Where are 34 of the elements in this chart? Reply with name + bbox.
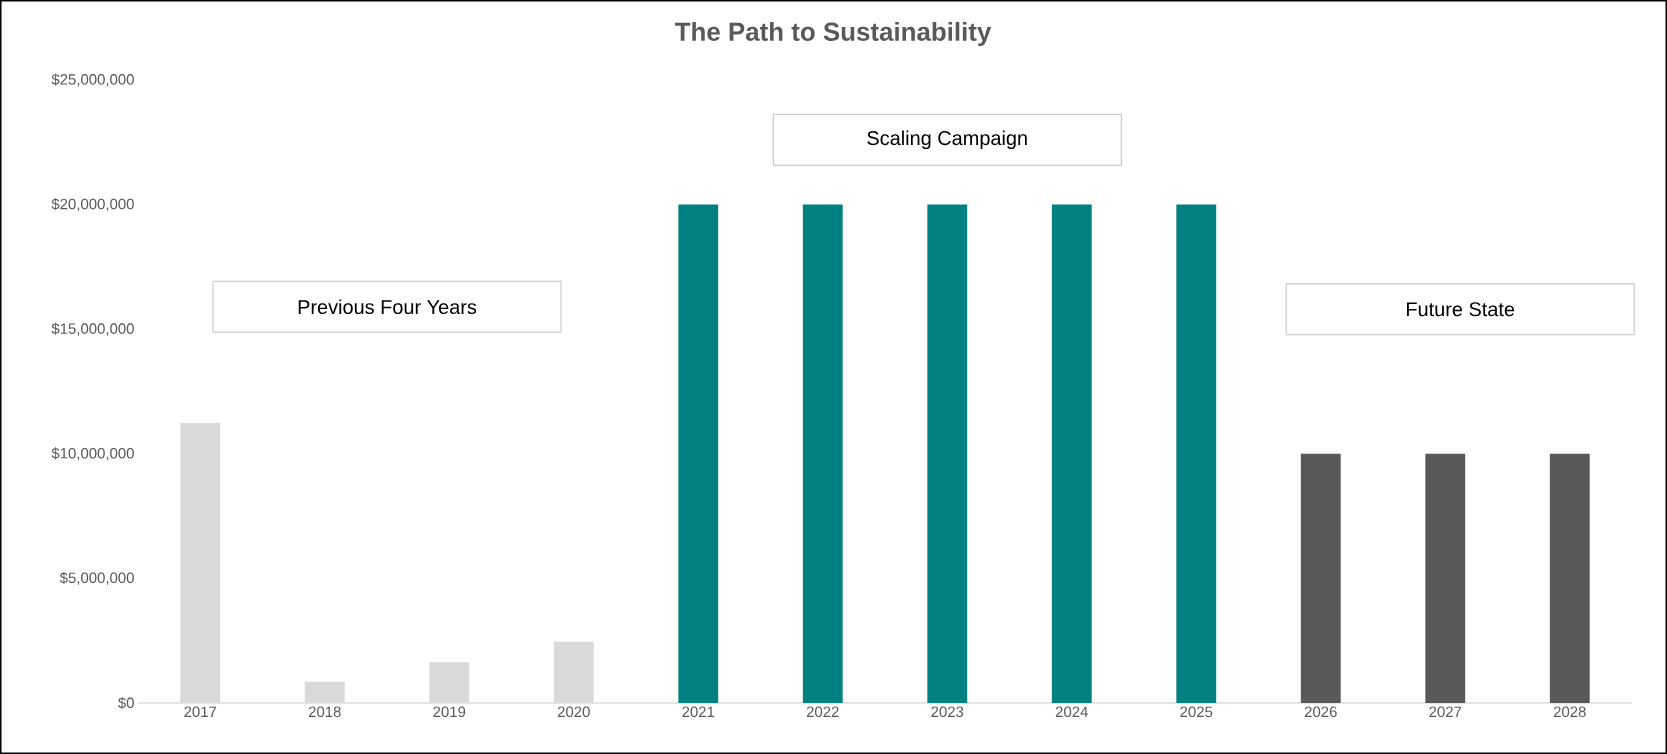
x-tick-label: 2022: [806, 706, 839, 718]
x-tick-label: 2018: [308, 706, 341, 718]
y-tick-label: $0: [118, 696, 134, 710]
bar: [180, 422, 221, 703]
annotation: Future State: [1407, 302, 1515, 317]
bar: [927, 204, 968, 703]
bar: [1425, 453, 1466, 703]
bar: [1549, 453, 1590, 703]
x-tick-label: 2024: [1055, 706, 1088, 718]
bar: [1300, 453, 1341, 703]
annotation: Scaling Campaign: [867, 130, 1027, 150]
x-tick-label: 2028: [1553, 706, 1586, 718]
y-tick-label: $10,000,000: [51, 447, 134, 461]
y-tick-label: $15,000,000: [51, 322, 134, 336]
chart-title: The Path to Sustainability: [674, 21, 992, 47]
bar: [304, 681, 345, 703]
y-tick-label: $20,000,000: [51, 198, 134, 212]
x-tick-label: 2027: [1429, 706, 1462, 718]
bar: [553, 641, 594, 703]
y-tick-label: $25,000,000: [51, 73, 134, 87]
x-tick-label: 2017: [184, 706, 217, 718]
x-tick-label: 2019: [433, 706, 466, 718]
x-tick-label: 2020: [557, 706, 590, 718]
x-tick-label: 2025: [1180, 706, 1213, 718]
x-tick-label: 2021: [682, 706, 715, 718]
bar: [678, 204, 719, 703]
bar: [1051, 204, 1092, 703]
x-tick-label: 2026: [1304, 706, 1337, 718]
annotation: Previous Four Years: [298, 299, 477, 315]
bar: [1176, 204, 1217, 703]
x-tick-label: 2023: [931, 706, 964, 718]
y-tick-label: $5,000,000: [59, 571, 134, 585]
bar: [429, 662, 470, 703]
bar: [802, 204, 843, 703]
